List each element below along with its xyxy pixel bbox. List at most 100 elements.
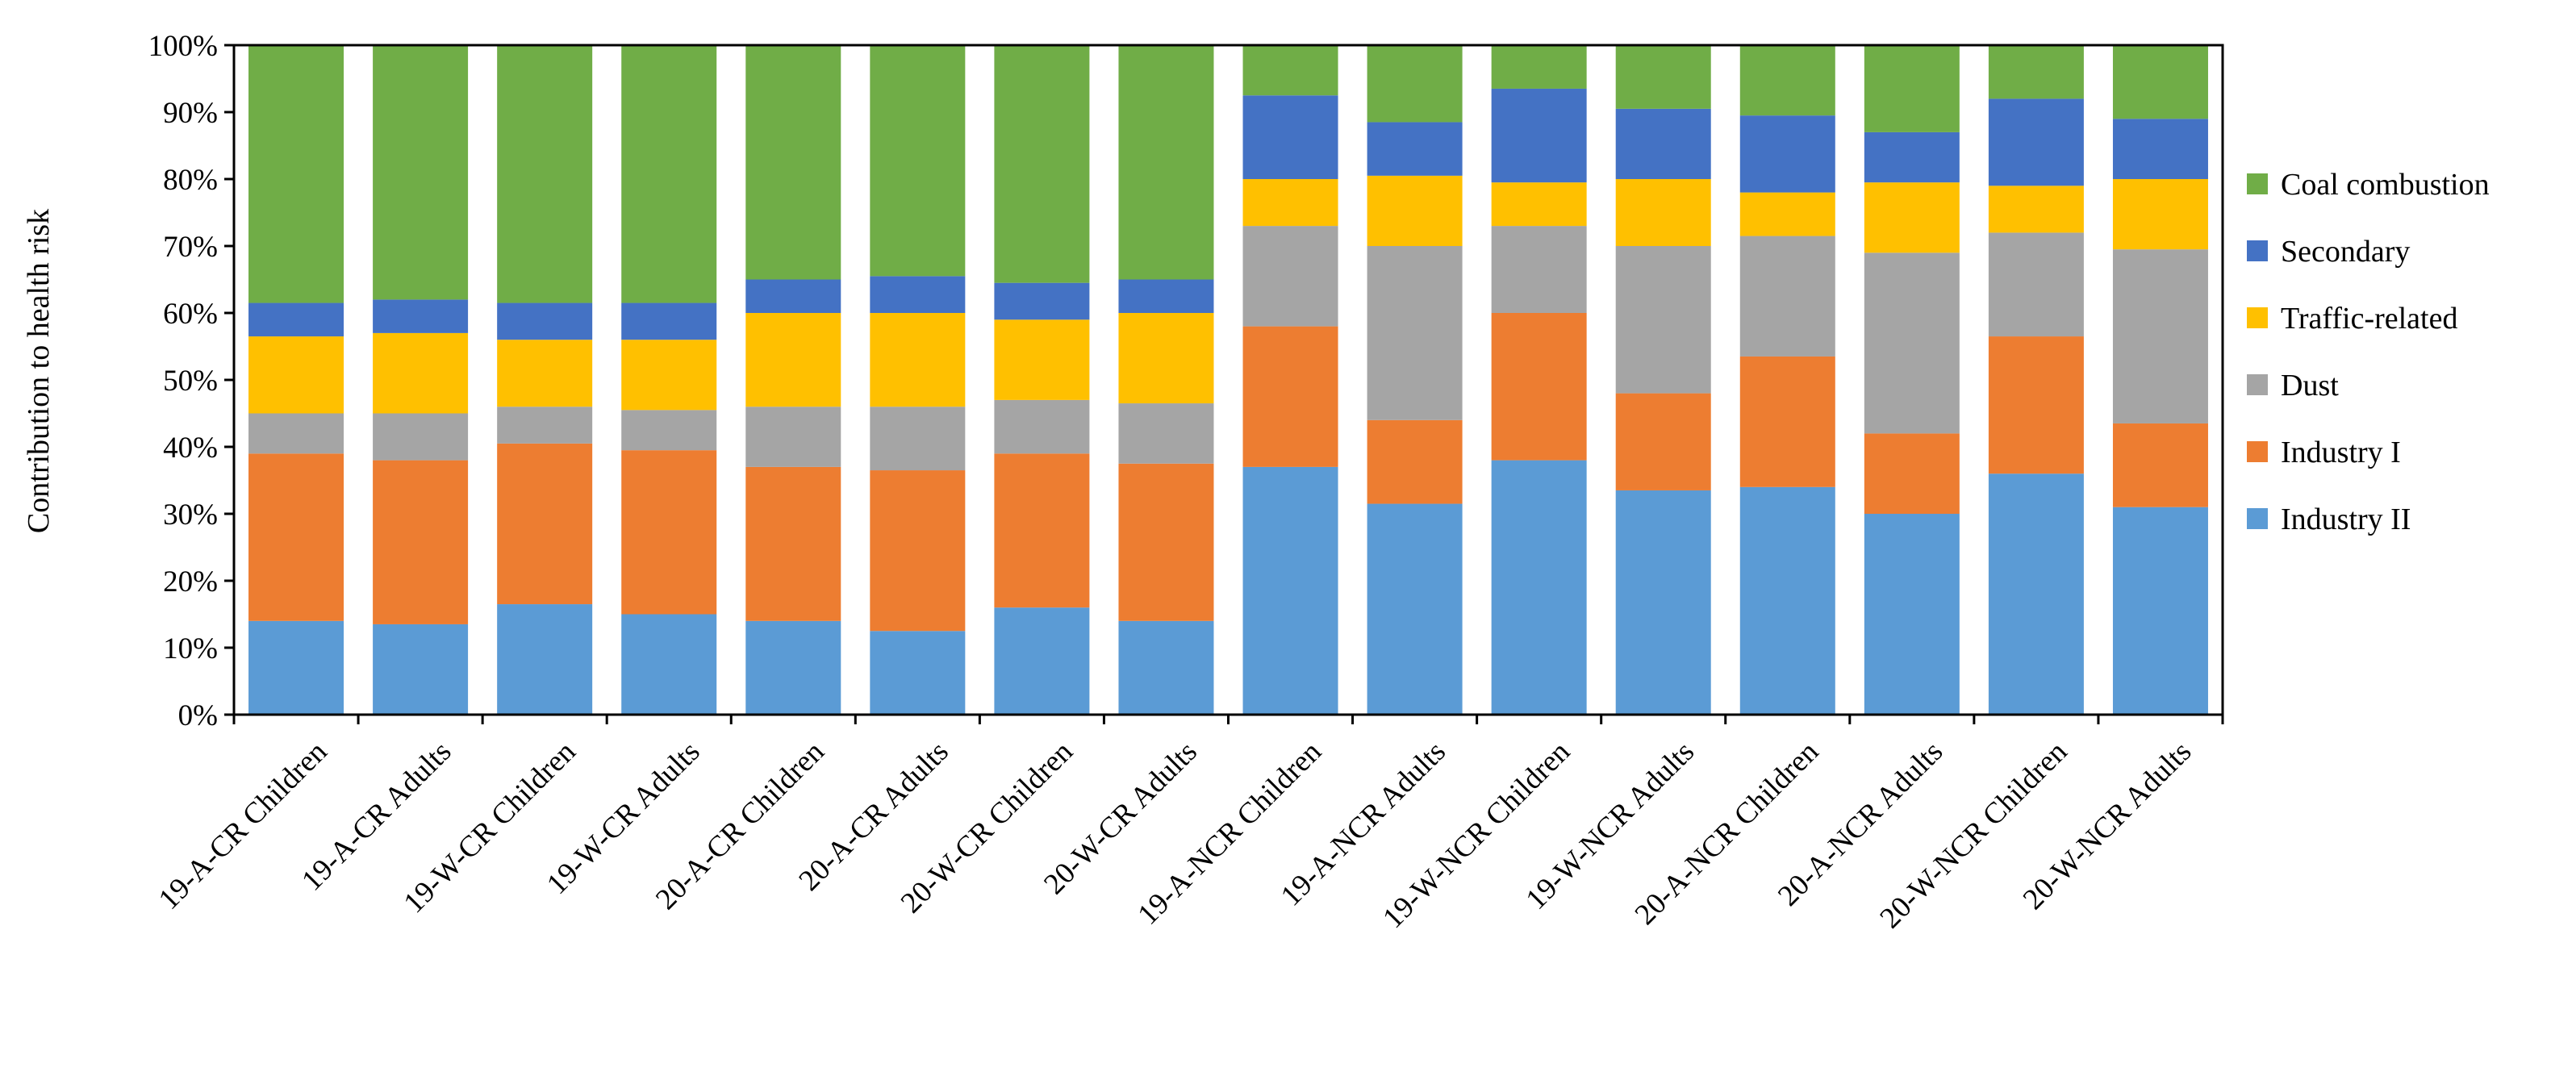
- bar-segment-traffic-related: [2112, 179, 2208, 250]
- bar-segment-industry-ii: [745, 620, 841, 715]
- bar-segment-traffic-related: [497, 340, 593, 407]
- bar-segment-secondary: [1864, 131, 1960, 183]
- bar-segment-secondary: [1367, 122, 1463, 176]
- bar-segment-secondary: [870, 276, 966, 313]
- y-tick-label: 30%: [163, 498, 218, 532]
- bar-segment-industry-ii: [2112, 507, 2208, 715]
- bar-segment-dust: [373, 413, 469, 461]
- bar-segment-industry-i: [994, 453, 1090, 608]
- bar-segment-industry-i: [1491, 313, 1587, 461]
- bar-segment-coal-combustion: [373, 45, 469, 300]
- y-tick-label: 20%: [163, 565, 218, 598]
- bar-segment-coal-combustion: [1864, 45, 1960, 132]
- bar-segment-industry-ii: [1491, 460, 1587, 715]
- y-axis-label: Contribution to health risk: [22, 209, 56, 533]
- legend-label: Coal combustion: [2281, 168, 2490, 202]
- bar-segment-dust: [870, 407, 966, 471]
- legend: Coal combustion Secondary Traffic-related D…: [2247, 168, 2490, 536]
- bar-segment-secondary: [373, 299, 469, 333]
- bar-segment-secondary: [497, 302, 593, 340]
- bar-segment-coal-combustion: [745, 45, 841, 280]
- y-tick-label: 70%: [163, 231, 218, 264]
- y-tick-label: 60%: [163, 298, 218, 331]
- bar-segment-dust: [1615, 246, 1711, 394]
- bar-segment-coal-combustion: [248, 45, 344, 303]
- y-tick-label: 80%: [163, 164, 218, 197]
- bar-segment-industry-i: [1242, 326, 1338, 467]
- bar-segment-industry-i: [2112, 423, 2208, 507]
- bar-segment-industry-i: [1118, 463, 1214, 621]
- bar-segment-secondary: [745, 279, 841, 313]
- bar-segment-dust: [1242, 226, 1338, 327]
- bar-segment-industry-ii: [248, 620, 344, 715]
- bar-segment-coal-combustion: [1739, 45, 1835, 116]
- bar-segment-coal-combustion: [994, 45, 1090, 283]
- bar-segment-dust: [1118, 403, 1214, 464]
- bar-segment-dust: [2112, 249, 2208, 423]
- bar-segment-secondary: [994, 282, 1090, 320]
- legend-swatch: [2247, 441, 2268, 462]
- bar-segment-traffic-related: [1367, 175, 1463, 246]
- bar-segment-industry-ii: [1864, 514, 1960, 715]
- bar-segment-coal-combustion: [870, 45, 966, 277]
- bar-segment-secondary: [1491, 88, 1587, 183]
- legend-swatch: [2247, 307, 2268, 328]
- legend-swatch: [2247, 173, 2268, 194]
- bar-segment-industry-i: [373, 460, 469, 624]
- bar-segment-dust: [1739, 236, 1835, 357]
- bar-segment-traffic-related: [1118, 313, 1214, 404]
- bar-segment-dust: [1988, 232, 2084, 337]
- bar-segment-industry-ii: [994, 607, 1090, 715]
- bar-segment-industry-ii: [1242, 466, 1338, 715]
- legend-swatch: [2247, 508, 2268, 529]
- bar-segment-industry-ii: [621, 614, 717, 715]
- legend-swatch: [2247, 374, 2268, 395]
- legend-label: Secondary: [2281, 235, 2410, 269]
- y-tick-label: 50%: [163, 365, 218, 398]
- bar-segment-traffic-related: [1864, 182, 1960, 253]
- bar-segment-industry-ii: [1739, 486, 1835, 715]
- bar-segment-industry-i: [870, 470, 966, 632]
- bar-segment-industry-ii: [870, 631, 966, 715]
- bar-segment-dust: [497, 407, 593, 444]
- bar-segment-traffic-related: [373, 332, 469, 414]
- legend-label: Traffic-related: [2281, 302, 2457, 336]
- bar-segment-industry-i: [1615, 393, 1711, 490]
- legend-swatch: [2247, 240, 2268, 261]
- y-tick-label: 0%: [178, 699, 218, 732]
- bar-segment-traffic-related: [745, 313, 841, 407]
- bar-segment-secondary: [1988, 98, 2084, 186]
- bar-segment-secondary: [248, 302, 344, 337]
- bar-segment-coal-combustion: [621, 45, 717, 303]
- bar-segment-industry-i: [1367, 419, 1463, 504]
- bar-segment-secondary: [621, 302, 717, 340]
- bar-segment-industry-ii: [373, 623, 469, 715]
- bar-segment-dust: [1491, 226, 1587, 313]
- bar-segment-industry-ii: [1988, 473, 2084, 715]
- bar-segment-coal-combustion: [1242, 45, 1338, 96]
- bar-segment-coal-combustion: [1491, 45, 1587, 89]
- bars-group: [248, 45, 2208, 715]
- bar-segment-secondary: [1242, 95, 1338, 179]
- bar-segment-secondary: [1739, 115, 1835, 193]
- bar-segment-dust: [745, 407, 841, 467]
- bar-segment-traffic-related: [870, 313, 966, 407]
- bar-segment-secondary: [1118, 279, 1214, 313]
- bar-segment-coal-combustion: [497, 45, 593, 303]
- bar-segment-coal-combustion: [1988, 45, 2084, 99]
- bar-segment-industry-i: [1864, 433, 1960, 514]
- legend-label: Industry II: [2281, 503, 2411, 536]
- legend-label: Dust: [2281, 369, 2339, 402]
- bar-segment-dust: [621, 410, 717, 451]
- bar-segment-industry-ii: [1118, 620, 1214, 715]
- bar-segment-traffic-related: [621, 340, 717, 411]
- bar-segment-dust: [248, 413, 344, 454]
- bar-segment-secondary: [2112, 119, 2208, 179]
- bar-segment-industry-i: [497, 443, 593, 605]
- bar-segment-industry-i: [1988, 336, 2084, 474]
- y-tick-label: 40%: [163, 432, 218, 465]
- bar-segment-dust: [1367, 246, 1463, 420]
- y-tick-label: 100%: [148, 30, 218, 63]
- bar-segment-secondary: [1615, 108, 1711, 179]
